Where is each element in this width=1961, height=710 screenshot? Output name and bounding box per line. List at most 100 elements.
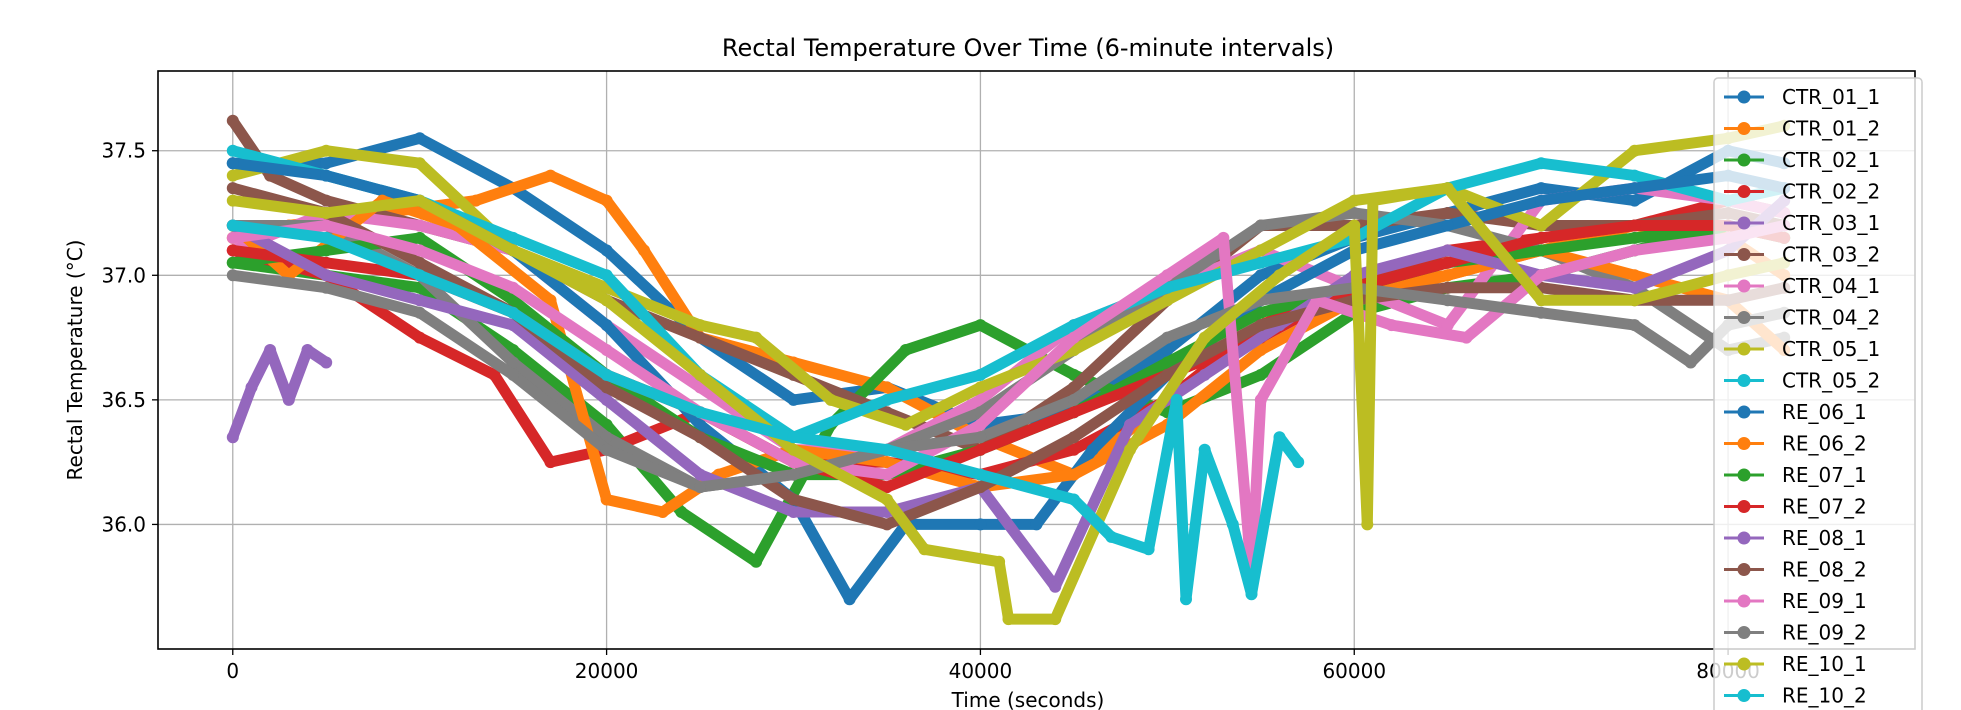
- legend-marker: [1737, 374, 1751, 387]
- legend-item-RE_07_2: RE_07_2: [1724, 495, 1867, 519]
- data-point: [320, 169, 333, 182]
- data-point: [974, 418, 987, 431]
- y-tick-label: 37.0: [101, 263, 146, 287]
- legend-label: RE_08_2: [1782, 558, 1867, 582]
- legend-marker: [1737, 279, 1751, 293]
- data-point: [226, 157, 239, 170]
- data-point: [1535, 182, 1548, 195]
- legend-marker: [1737, 531, 1751, 545]
- data-point: [320, 144, 333, 157]
- y-axis-label: Rectal Temperature (°C): [63, 240, 87, 481]
- series-RE_10_1: [226, 182, 1791, 626]
- legend-item-RE_10_1: RE_10_1: [1724, 652, 1867, 676]
- data-point: [1245, 588, 1258, 601]
- data-point: [600, 443, 613, 456]
- data-point: [1254, 269, 1267, 282]
- data-point: [413, 256, 426, 269]
- data-point: [1348, 207, 1361, 219]
- data-point: [694, 468, 707, 481]
- data-point: [413, 294, 426, 307]
- data-point: [993, 555, 1006, 568]
- data-point: [787, 456, 800, 469]
- legend-marker: [1737, 311, 1751, 324]
- data-point: [1067, 443, 1080, 456]
- data-point: [1535, 231, 1548, 244]
- data-point: [1441, 269, 1454, 282]
- data-point: [226, 194, 239, 207]
- data-point: [226, 182, 239, 195]
- y-tick-label: 36.0: [101, 512, 146, 536]
- legend-item-RE_06_1: RE_06_1: [1724, 400, 1867, 424]
- data-point: [1198, 331, 1211, 344]
- data-point: [507, 244, 520, 257]
- data-point: [1049, 613, 1062, 626]
- data-point: [600, 344, 613, 356]
- data-point: [1086, 443, 1099, 456]
- data-point: [320, 194, 333, 207]
- series-RE_10_2: [226, 219, 1305, 606]
- legend-label: CTR_02_2: [1782, 180, 1880, 204]
- legend-item-RE_08_1: RE_08_1: [1724, 526, 1867, 550]
- legend-marker: [1737, 216, 1751, 230]
- data-point: [694, 368, 707, 381]
- data-point: [320, 244, 333, 257]
- legend-item-CTR_04_1: CTR_04_1: [1724, 274, 1880, 298]
- legend-marker: [1737, 468, 1751, 482]
- legend-item-CTR_04_2: CTR_04_2: [1724, 306, 1880, 330]
- data-point: [694, 431, 707, 444]
- legend-item-RE_10_2: RE_10_2: [1724, 684, 1867, 708]
- data-point: [1348, 219, 1361, 232]
- data-point: [1067, 493, 1080, 506]
- data-point: [1161, 331, 1174, 344]
- data-point: [881, 493, 893, 506]
- data-point: [694, 418, 707, 431]
- data-point: [974, 468, 987, 481]
- data-point: [1198, 443, 1211, 456]
- legend-label: CTR_01_2: [1782, 117, 1880, 141]
- legend-marker: [1737, 437, 1751, 450]
- legend-item-RE_06_2: RE_06_2: [1724, 432, 1867, 456]
- data-point: [1254, 393, 1267, 406]
- y-tick-label: 37.5: [101, 139, 146, 163]
- data-point: [544, 456, 557, 469]
- data-point: [824, 393, 837, 406]
- data-point: [1067, 431, 1080, 444]
- x-tick-label: 0: [226, 659, 239, 683]
- data-point: [1628, 194, 1641, 207]
- legend-label: RE_06_2: [1782, 432, 1867, 456]
- chart-title: Rectal Temperature Over Time (6-minute i…: [722, 34, 1334, 62]
- legend-marker: [1737, 594, 1751, 608]
- legend-item-CTR_05_1: CTR_05_1: [1724, 337, 1880, 361]
- data-point: [600, 269, 613, 282]
- data-point: [1067, 393, 1080, 406]
- data-point: [507, 231, 520, 244]
- legend-label: RE_10_2: [1782, 684, 1867, 708]
- data-point: [974, 431, 987, 444]
- data-point: [226, 244, 239, 257]
- data-point: [413, 269, 426, 282]
- data-point: [1161, 356, 1174, 369]
- data-point: [881, 443, 893, 456]
- data-point: [881, 481, 893, 494]
- data-point: [507, 281, 520, 294]
- data-point: [1628, 244, 1641, 257]
- data-point: [320, 207, 333, 219]
- data-point: [638, 244, 650, 257]
- data-point: [1628, 219, 1641, 232]
- data-point: [1161, 281, 1174, 294]
- data-point: [1535, 306, 1548, 319]
- legend-label: CTR_04_1: [1782, 274, 1880, 298]
- legend-marker: [1737, 500, 1751, 513]
- data-point: [1628, 281, 1641, 294]
- legend: CTR_01_1 CTR_01_2 CTR_02_1 CTR_02_2 CTR_03_1…: [1713, 77, 1923, 710]
- data-point: [787, 443, 800, 456]
- data-point: [413, 157, 426, 170]
- data-point: [899, 418, 912, 431]
- data-point: [1535, 157, 1548, 170]
- data-point: [413, 331, 426, 344]
- legend-item-CTR_01_1: CTR_01_1: [1724, 85, 1880, 109]
- data-point: [320, 219, 333, 232]
- x-tick-label: 40000: [949, 659, 1013, 683]
- series-line: [227, 145, 1790, 443]
- data-point: [974, 319, 987, 332]
